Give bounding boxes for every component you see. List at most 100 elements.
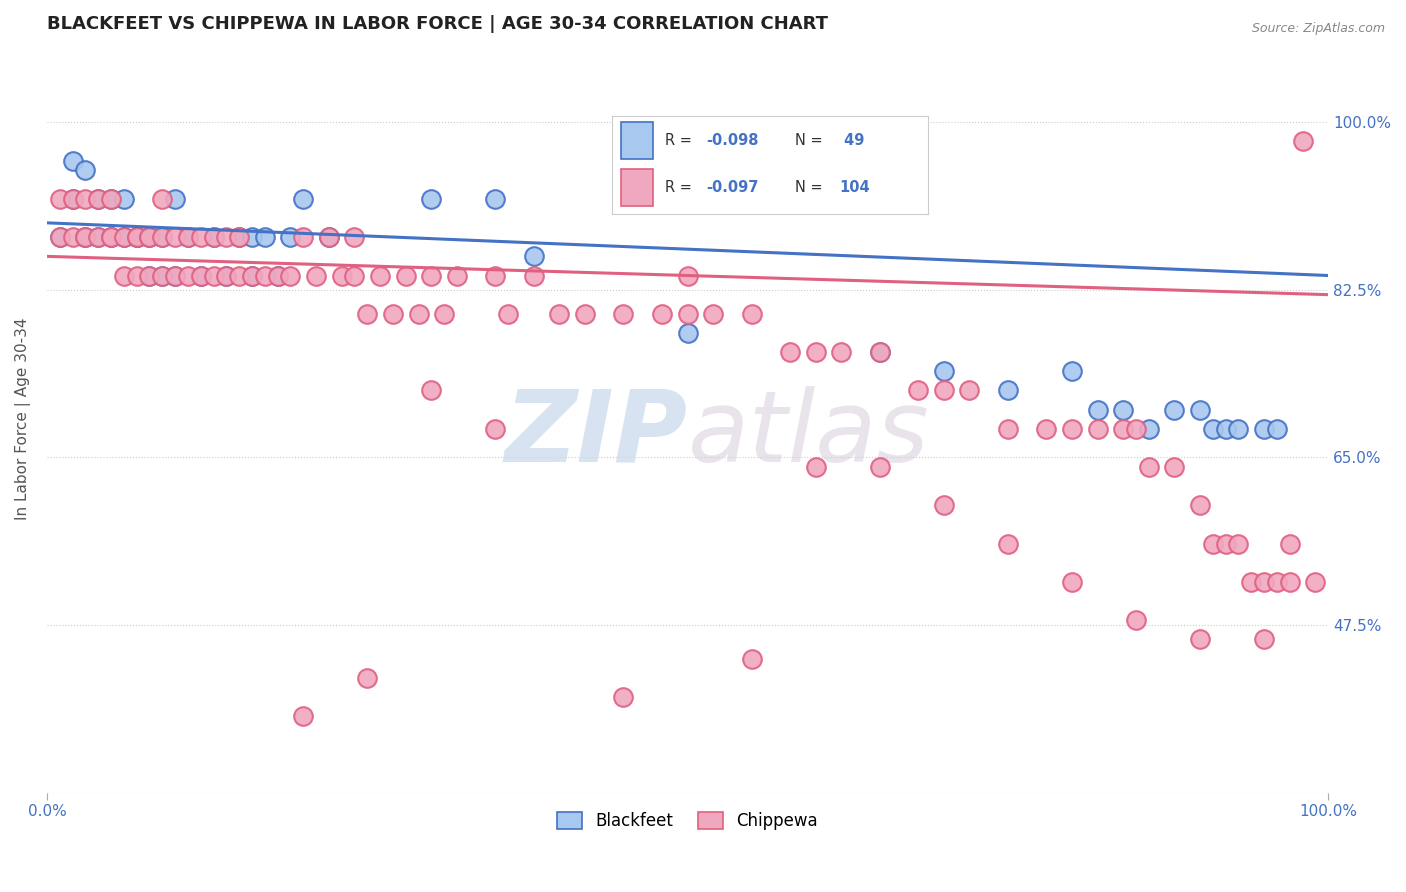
Point — [228, 268, 250, 283]
Point — [318, 230, 340, 244]
Point — [49, 230, 72, 244]
Point — [305, 268, 328, 283]
Point — [804, 460, 827, 475]
Point — [253, 268, 276, 283]
Text: 104: 104 — [839, 180, 870, 195]
Point — [676, 268, 699, 283]
Point — [125, 230, 148, 244]
Point — [215, 268, 238, 283]
Point — [1278, 574, 1301, 589]
Point — [150, 268, 173, 283]
Point — [523, 249, 546, 263]
Point — [420, 268, 443, 283]
Point — [1265, 574, 1288, 589]
Point — [356, 307, 378, 321]
Point — [280, 230, 302, 244]
Point — [997, 422, 1019, 436]
Point — [75, 230, 97, 244]
Point — [87, 230, 110, 244]
Point — [292, 230, 315, 244]
Point — [150, 268, 173, 283]
Point — [651, 307, 673, 321]
Point — [190, 268, 212, 283]
Point — [165, 268, 187, 283]
Point — [49, 192, 72, 206]
Point — [612, 690, 634, 704]
Point — [75, 230, 97, 244]
Point — [330, 268, 353, 283]
Point — [100, 230, 122, 244]
Point — [125, 268, 148, 283]
Point — [484, 192, 506, 206]
Point — [1291, 135, 1313, 149]
Point — [1278, 536, 1301, 550]
Point — [869, 345, 891, 359]
Point — [1125, 422, 1147, 436]
Point — [1035, 422, 1057, 436]
Point — [741, 651, 763, 665]
Point — [997, 384, 1019, 398]
Point — [381, 307, 404, 321]
Point — [62, 230, 84, 244]
Point — [240, 268, 263, 283]
Point — [62, 192, 84, 206]
Point — [420, 192, 443, 206]
Point — [190, 268, 212, 283]
Point — [496, 307, 519, 321]
Point — [1202, 422, 1225, 436]
Point — [1227, 536, 1250, 550]
Point — [869, 460, 891, 475]
FancyBboxPatch shape — [621, 122, 652, 159]
Point — [112, 230, 135, 244]
Point — [62, 153, 84, 168]
Point — [830, 345, 852, 359]
Point — [484, 422, 506, 436]
Point — [932, 499, 955, 513]
Point — [240, 230, 263, 244]
Text: Source: ZipAtlas.com: Source: ZipAtlas.com — [1251, 22, 1385, 36]
Point — [1189, 499, 1212, 513]
Point — [266, 268, 288, 283]
Point — [869, 345, 891, 359]
Point — [75, 230, 97, 244]
Point — [125, 230, 148, 244]
Point — [907, 384, 929, 398]
Point — [612, 307, 634, 321]
Point — [190, 230, 212, 244]
Point — [177, 230, 200, 244]
Point — [228, 230, 250, 244]
Point — [1189, 402, 1212, 417]
Point — [228, 230, 250, 244]
Point — [1112, 402, 1135, 417]
Point — [702, 307, 724, 321]
Point — [1125, 613, 1147, 627]
Point — [408, 307, 430, 321]
Point — [1265, 422, 1288, 436]
Point — [240, 268, 263, 283]
Point — [446, 268, 468, 283]
Point — [932, 364, 955, 378]
Point — [997, 536, 1019, 550]
Point — [1137, 422, 1160, 436]
Point — [202, 230, 225, 244]
Point — [741, 307, 763, 321]
Point — [215, 268, 238, 283]
Point — [87, 192, 110, 206]
Point — [1227, 422, 1250, 436]
Point — [62, 192, 84, 206]
Point — [87, 192, 110, 206]
Point — [1087, 422, 1109, 436]
Text: R =: R = — [665, 133, 697, 148]
Point — [100, 192, 122, 206]
Point — [395, 268, 418, 283]
Text: ZIP: ZIP — [505, 385, 688, 483]
Point — [138, 230, 160, 244]
Point — [75, 192, 97, 206]
Point — [100, 230, 122, 244]
Point — [125, 230, 148, 244]
Point — [574, 307, 596, 321]
Point — [100, 192, 122, 206]
Point — [112, 192, 135, 206]
Point — [932, 384, 955, 398]
Point — [253, 230, 276, 244]
